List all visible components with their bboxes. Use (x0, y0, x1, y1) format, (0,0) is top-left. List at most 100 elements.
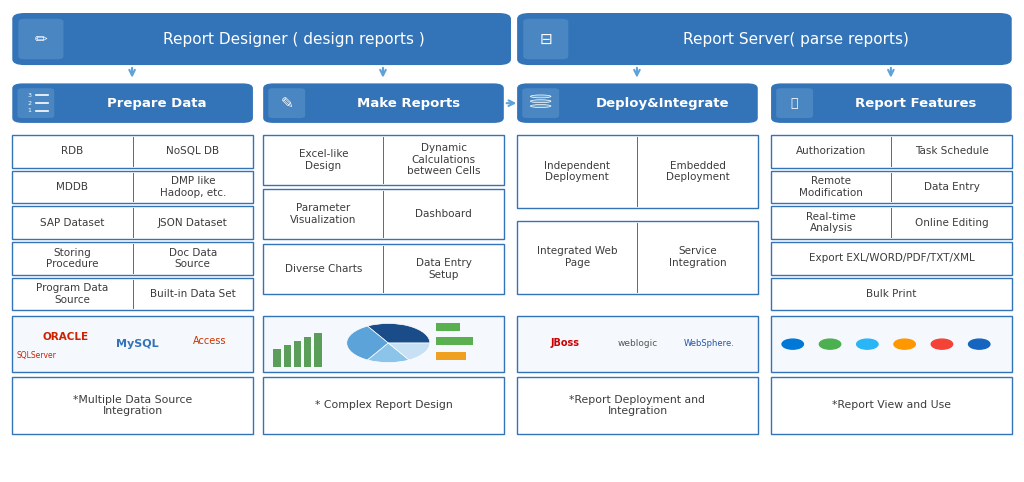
Bar (517, 135, 758, 208)
Text: *Report Deployment and
Integration: *Report Deployment and Integration (569, 395, 706, 416)
Text: *Report View and Use: *Report View and Use (831, 401, 951, 410)
Bar (517, 316, 758, 372)
Text: WebSphere.: WebSphere. (684, 338, 735, 348)
Bar (517, 221, 758, 294)
Text: Remote
Modification: Remote Modification (800, 176, 863, 198)
Bar (263, 244, 504, 294)
Bar (263, 189, 504, 239)
Text: SQLServer: SQLServer (16, 351, 56, 360)
FancyBboxPatch shape (522, 88, 559, 118)
FancyBboxPatch shape (18, 19, 63, 59)
Bar (12, 278, 253, 310)
FancyBboxPatch shape (12, 13, 511, 65)
Bar (436, 323, 460, 331)
Text: Data Entry: Data Entry (924, 182, 980, 192)
Text: Dashboard: Dashboard (416, 209, 472, 219)
FancyBboxPatch shape (12, 83, 253, 123)
Wedge shape (368, 343, 409, 362)
Text: 🖥: 🖥 (791, 97, 799, 109)
Text: NoSQL DB: NoSQL DB (166, 147, 219, 156)
Text: ✎: ✎ (281, 95, 293, 111)
Text: Excel-like
Design: Excel-like Design (299, 149, 348, 171)
Bar (436, 352, 466, 360)
Bar (771, 242, 1012, 275)
Text: Task Schedule: Task Schedule (914, 147, 988, 156)
Circle shape (894, 339, 915, 349)
Text: MDDB: MDDB (56, 182, 88, 192)
Text: Program Data
Source: Program Data Source (36, 283, 109, 305)
Bar (12, 242, 253, 275)
Text: Report Features: Report Features (855, 97, 977, 109)
FancyBboxPatch shape (517, 83, 758, 123)
Bar (771, 171, 1012, 203)
Text: JBoss: JBoss (551, 338, 580, 348)
Text: Deploy&Integrate: Deploy&Integrate (595, 97, 729, 109)
Bar (517, 377, 758, 434)
Text: Bulk Print: Bulk Print (866, 289, 916, 299)
FancyBboxPatch shape (523, 19, 568, 59)
Text: RDB: RDB (61, 147, 84, 156)
Bar (12, 377, 253, 434)
Text: Online Editing: Online Editing (914, 218, 988, 228)
Ellipse shape (530, 100, 551, 103)
Bar (304, 337, 311, 366)
Text: 1: 1 (28, 108, 32, 113)
Circle shape (819, 339, 841, 349)
Text: Data Entry
Setup: Data Entry Setup (416, 258, 472, 280)
Wedge shape (368, 323, 430, 343)
Text: MySQL: MySQL (116, 339, 159, 349)
Bar (771, 135, 1012, 168)
Text: Built-in Data Set: Built-in Data Set (150, 289, 236, 299)
Bar (12, 135, 253, 168)
Text: JSON Dataset: JSON Dataset (158, 218, 227, 228)
FancyBboxPatch shape (776, 88, 813, 118)
Circle shape (931, 339, 952, 349)
Bar (771, 278, 1012, 310)
Circle shape (857, 339, 878, 349)
Text: Report Designer ( design reports ): Report Designer ( design reports ) (163, 31, 424, 47)
Text: 3: 3 (28, 93, 32, 98)
Bar (273, 349, 281, 366)
Text: Authorization: Authorization (796, 147, 866, 156)
FancyBboxPatch shape (268, 88, 305, 118)
Text: Embedded
Deployment: Embedded Deployment (666, 161, 729, 182)
Wedge shape (388, 343, 430, 360)
Bar (12, 206, 253, 239)
Text: weblogic: weblogic (617, 338, 657, 348)
Text: Report Server( parse reports): Report Server( parse reports) (683, 31, 909, 47)
Ellipse shape (530, 105, 551, 107)
Text: Service
Integration: Service Integration (669, 246, 726, 268)
Bar (771, 316, 1012, 372)
Bar (436, 337, 473, 345)
Text: DMP like
Hadoop, etc.: DMP like Hadoop, etc. (160, 176, 226, 198)
Bar (263, 135, 504, 185)
Bar (284, 345, 291, 366)
Circle shape (969, 339, 990, 349)
Bar (314, 333, 322, 366)
Text: Dynamic
Calculations
between Cells: Dynamic Calculations between Cells (407, 143, 480, 176)
Text: SAP Dataset: SAP Dataset (40, 218, 104, 228)
Text: ✏: ✏ (35, 31, 47, 47)
Bar (12, 316, 253, 372)
Text: *Multiple Data Source
Integration: *Multiple Data Source Integration (73, 395, 193, 416)
Circle shape (782, 339, 804, 349)
Text: 2: 2 (28, 101, 32, 106)
Text: Make Reports: Make Reports (356, 97, 460, 109)
FancyBboxPatch shape (263, 83, 504, 123)
Bar (771, 206, 1012, 239)
Text: Independent
Deployment: Independent Deployment (545, 161, 610, 182)
Text: Parameter
Visualization: Parameter Visualization (290, 203, 356, 225)
FancyBboxPatch shape (517, 13, 1012, 65)
Text: ⊟: ⊟ (540, 31, 552, 47)
Bar (12, 171, 253, 203)
Wedge shape (347, 326, 388, 360)
FancyBboxPatch shape (771, 83, 1012, 123)
Text: Storing
Procedure: Storing Procedure (46, 248, 98, 269)
Text: Real-time
Analysis: Real-time Analysis (806, 212, 856, 233)
Text: Access: Access (193, 336, 226, 347)
Bar (771, 377, 1012, 434)
Text: Doc Data
Source: Doc Data Source (169, 248, 217, 269)
Bar (294, 341, 301, 366)
Ellipse shape (530, 95, 551, 98)
Text: Diverse Charts: Diverse Charts (285, 264, 362, 274)
